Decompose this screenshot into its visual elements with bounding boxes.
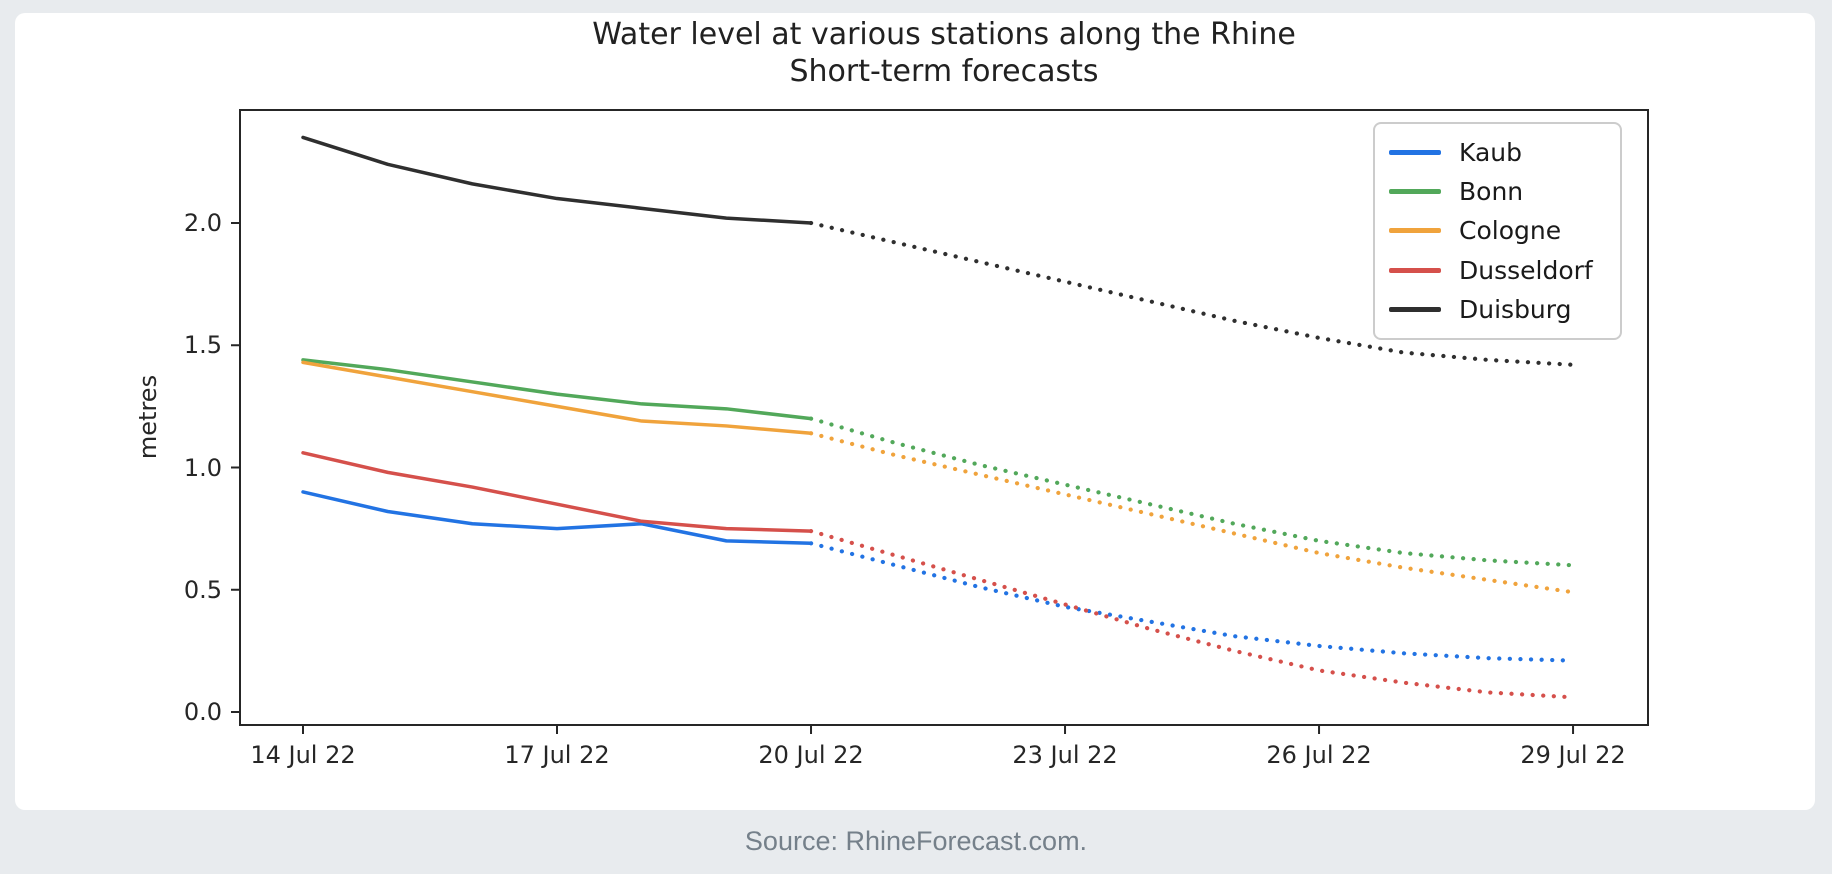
y-tick-label: 1.0 bbox=[183, 453, 222, 482]
legend-item-kaub: Kaub bbox=[1389, 138, 1606, 167]
chart-title: Water level at various stations along th… bbox=[592, 17, 1296, 52]
legend-label: Cologne bbox=[1459, 216, 1562, 246]
legend-swatch-duisburg bbox=[1389, 306, 1441, 312]
legend-label: Bonn bbox=[1459, 177, 1524, 207]
x-tick-label: 20 Jul 22 bbox=[758, 741, 864, 769]
legend-item-duisburg: Duisburg bbox=[1389, 295, 1606, 324]
x-tick-label: 17 Jul 22 bbox=[504, 741, 610, 769]
legend-item-dusseldorf: Dusseldorf bbox=[1389, 256, 1606, 285]
legend-swatch-kaub bbox=[1389, 150, 1441, 156]
y-tick-label: 2.0 bbox=[183, 209, 222, 237]
legend-swatch-cologne bbox=[1389, 228, 1441, 234]
legend-item-bonn: Bonn bbox=[1389, 177, 1606, 206]
legend-swatch-bonn bbox=[1389, 189, 1441, 195]
legend-swatch-dusseldorf bbox=[1389, 267, 1441, 273]
y-tick-label: 1.5 bbox=[183, 331, 222, 360]
x-tick-label: 14 Jul 22 bbox=[250, 741, 356, 769]
y-tick-label: 0.5 bbox=[183, 575, 222, 604]
legend-label: Kaub bbox=[1459, 138, 1522, 168]
x-tick-label: 29 Jul 22 bbox=[1520, 741, 1626, 769]
x-tick-label: 23 Jul 22 bbox=[1012, 741, 1118, 769]
legend: Kaub Bonn Cologne Dusseldorf Duisburg bbox=[1373, 122, 1622, 340]
legend-label: Dusseldorf bbox=[1459, 255, 1593, 285]
y-tick-label: 0.0 bbox=[183, 698, 222, 726]
chart-subtitle: Short-term forecasts bbox=[789, 54, 1099, 89]
legend-item-cologne: Cologne bbox=[1389, 216, 1606, 245]
source-note: Source: RhineForecast.com. bbox=[744, 826, 1088, 856]
legend-label: Duisburg bbox=[1459, 294, 1572, 324]
x-tick-label: 26 Jul 22 bbox=[1266, 741, 1372, 769]
